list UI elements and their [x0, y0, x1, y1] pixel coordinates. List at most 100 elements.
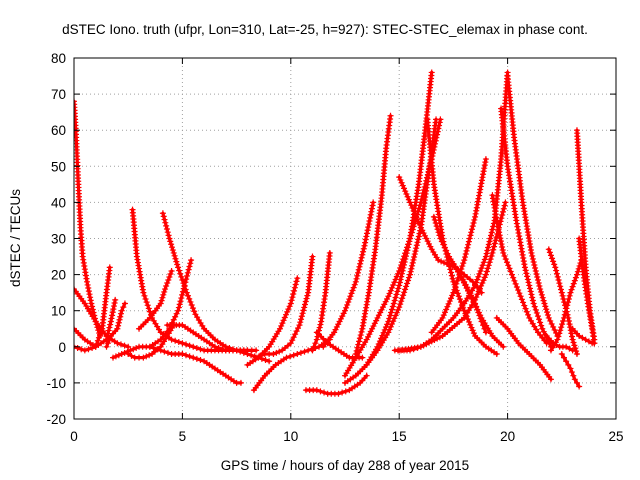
data-point: [473, 279, 480, 286]
data-point: [346, 296, 353, 303]
data-point: [484, 247, 491, 254]
data-point: [211, 343, 218, 350]
data-point: [143, 299, 150, 306]
data-point: [164, 229, 171, 236]
data-point: [411, 254, 418, 261]
data-point: [89, 306, 96, 313]
series-14: [253, 253, 316, 361]
data-point: [193, 345, 200, 352]
data-point: [534, 277, 541, 284]
data-point: [293, 278, 300, 285]
data-point: [411, 251, 418, 258]
data-point: [402, 286, 409, 293]
data-point: [176, 267, 183, 274]
data-point: [183, 276, 190, 283]
data-point: [125, 351, 132, 358]
data-point: [443, 306, 450, 313]
data-point: [525, 279, 532, 286]
data-point: [564, 302, 571, 309]
data-point: [551, 261, 558, 268]
data-point: [179, 351, 186, 358]
data-point: [396, 174, 403, 181]
data-point: [288, 297, 295, 304]
data-point: [189, 305, 196, 312]
data-point: [526, 282, 533, 289]
data-point: [415, 233, 422, 240]
data-point: [545, 246, 552, 253]
data-point: [159, 210, 166, 217]
data-point: [365, 224, 372, 231]
data-point: [401, 289, 408, 296]
data-point: [433, 116, 440, 123]
data-point: [408, 202, 415, 209]
data-point: [270, 351, 277, 358]
data-point: [457, 268, 464, 275]
data-point: [413, 213, 420, 220]
data-point: [115, 319, 122, 326]
series-4: [103, 300, 128, 350]
data-point: [419, 227, 426, 234]
data-point: [301, 304, 308, 311]
data-point: [546, 249, 553, 256]
data-point: [573, 348, 580, 355]
series-9: [146, 257, 195, 350]
data-point: [104, 340, 111, 347]
data-point: [453, 280, 460, 287]
data-point: [373, 317, 380, 324]
data-point: [170, 249, 177, 256]
data-point: [399, 267, 406, 274]
data-point: [357, 257, 364, 264]
data-point: [436, 334, 443, 341]
data-point: [500, 205, 507, 212]
data-point: [165, 277, 172, 284]
data-point: [434, 335, 441, 342]
data-point: [354, 272, 361, 279]
data-point: [476, 285, 483, 292]
data-point: [529, 297, 536, 304]
data-point: [386, 315, 393, 322]
series-12: [250, 336, 333, 394]
data-point: [388, 306, 395, 313]
data-point: [244, 347, 251, 354]
data-point: [348, 290, 355, 297]
data-point: [344, 301, 351, 308]
data-point: [414, 345, 421, 352]
data-point: [392, 312, 399, 319]
data-point: [476, 312, 483, 319]
data-point: [85, 346, 92, 353]
data-point: [549, 255, 556, 262]
data-point: [457, 299, 464, 306]
data-point: [468, 324, 475, 331]
data-point: [478, 265, 485, 272]
data-point: [513, 283, 520, 290]
data-point: [464, 316, 471, 323]
data-point: [358, 328, 365, 335]
data-point: [304, 292, 311, 299]
data-point: [105, 327, 112, 334]
data-point: [339, 313, 346, 320]
data-point: [360, 245, 367, 252]
data-point: [388, 284, 395, 291]
data-point: [130, 346, 137, 353]
data-point: [290, 352, 297, 359]
data-point: [488, 253, 495, 260]
data-point: [190, 354, 197, 361]
data-point: [462, 281, 469, 288]
data-point: [470, 330, 477, 337]
data-point: [439, 314, 446, 321]
data-point: [363, 336, 370, 343]
data-point: [401, 258, 408, 265]
data-point: [375, 312, 382, 319]
data-point: [384, 321, 391, 328]
data-point: [571, 376, 578, 383]
data-point: [120, 304, 127, 311]
data-point: [478, 318, 485, 325]
data-point: [444, 303, 451, 310]
data-point: [500, 343, 507, 350]
x-tick-label: 0: [70, 429, 78, 444]
y-tick-label: 20: [51, 268, 66, 283]
data-point: [562, 308, 569, 315]
data-point: [359, 251, 366, 258]
data-point: [536, 316, 543, 323]
data-point: [117, 313, 124, 320]
